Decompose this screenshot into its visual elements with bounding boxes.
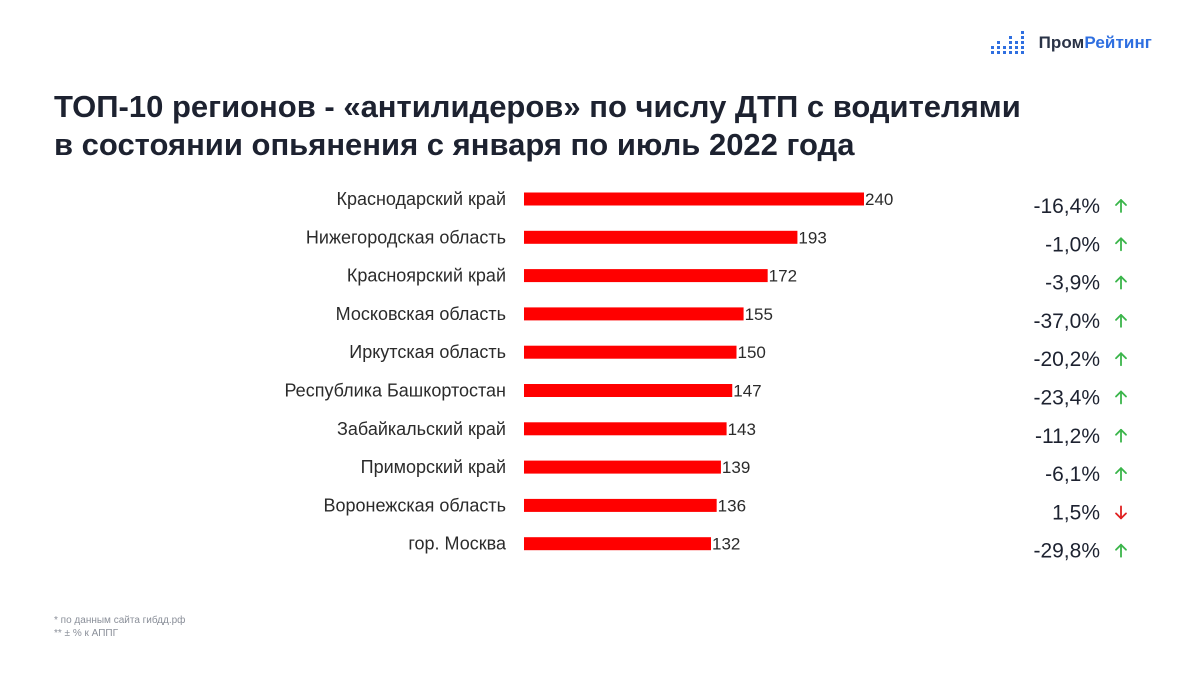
chart-title-line2: в состоянии опьянения с января по июль 2… <box>54 127 855 162</box>
change-label: -29,8% <box>1033 540 1100 563</box>
logo-text-part1: Пром <box>1038 33 1085 52</box>
change-label: -3,9% <box>1045 272 1100 295</box>
bar <box>524 498 717 512</box>
arrow-up-icon <box>1115 275 1127 290</box>
arrow-down-icon <box>1115 505 1127 520</box>
category-label: гор. Москва <box>408 534 507 554</box>
bar <box>524 384 733 397</box>
value-label: 155 <box>745 305 773 324</box>
change-label: -6,1% <box>1045 463 1100 486</box>
bar <box>524 460 721 474</box>
category-label: Воронежская область <box>323 495 506 515</box>
category-label: Республика Башкортостан <box>284 381 506 401</box>
logo: ПромРейтинг <box>990 30 1152 56</box>
footnote-appg: ** ± % к АППГ <box>54 628 118 639</box>
change-label: -37,0% <box>1033 310 1100 333</box>
value-label: 143 <box>728 420 756 439</box>
value-label: 193 <box>798 228 826 247</box>
bar <box>524 230 798 244</box>
footnotes: * по данным сайта гибдд.рф ** ± % к АППГ <box>54 614 185 640</box>
category-label: Московская область <box>336 304 506 324</box>
logo-text-part2: Рейтинг <box>1084 33 1152 52</box>
logo-bars-icon <box>990 31 1024 54</box>
change-label: -16,4% <box>1033 195 1100 218</box>
change-label: 1,5% <box>1052 501 1100 524</box>
arrow-up-icon <box>1115 428 1127 443</box>
arrow-up-icon <box>1115 314 1127 328</box>
category-label: Краснодарский край <box>336 189 506 209</box>
category-label: Иркутская область <box>349 342 506 362</box>
logo-text: ПромРейтинг <box>1039 33 1152 53</box>
value-label: 240 <box>865 190 893 209</box>
arrow-up-icon <box>1115 467 1127 481</box>
category-label: Нижегородская область <box>306 227 506 247</box>
category-label: Приморский край <box>361 457 506 477</box>
chart-title-line1: ТОП-10 регионов - «антилидеров» по числу… <box>54 89 1021 124</box>
value-label: 147 <box>733 382 761 401</box>
bar <box>524 345 737 359</box>
value-label: 132 <box>712 535 740 554</box>
bar <box>524 307 744 321</box>
arrow-up-icon <box>1115 352 1127 367</box>
change-label: -11,2% <box>1035 425 1100 448</box>
arrow-up-icon <box>1115 237 1127 252</box>
value-label: 172 <box>769 267 797 286</box>
arrow-up-icon <box>1115 543 1127 558</box>
bar <box>524 537 711 551</box>
category-label: Забайкальский край <box>337 419 506 439</box>
value-label: 139 <box>722 458 750 477</box>
change-label: -1,0% <box>1045 233 1100 256</box>
bar <box>524 269 768 283</box>
arrow-up-icon <box>1115 390 1127 405</box>
footnote-source: * по данным сайта гибдд.рф <box>54 615 186 626</box>
bar <box>524 422 727 436</box>
category-label: Красноярский край <box>347 266 506 286</box>
chart-title: ТОП-10 регионов - «антилидеров» по числу… <box>54 88 1134 164</box>
value-label: 136 <box>718 496 746 515</box>
bar <box>524 192 864 206</box>
change-label: -20,2% <box>1033 348 1100 371</box>
change-label: -23,4% <box>1033 387 1100 410</box>
value-label: 150 <box>738 343 766 362</box>
arrow-up-icon <box>1115 199 1127 213</box>
